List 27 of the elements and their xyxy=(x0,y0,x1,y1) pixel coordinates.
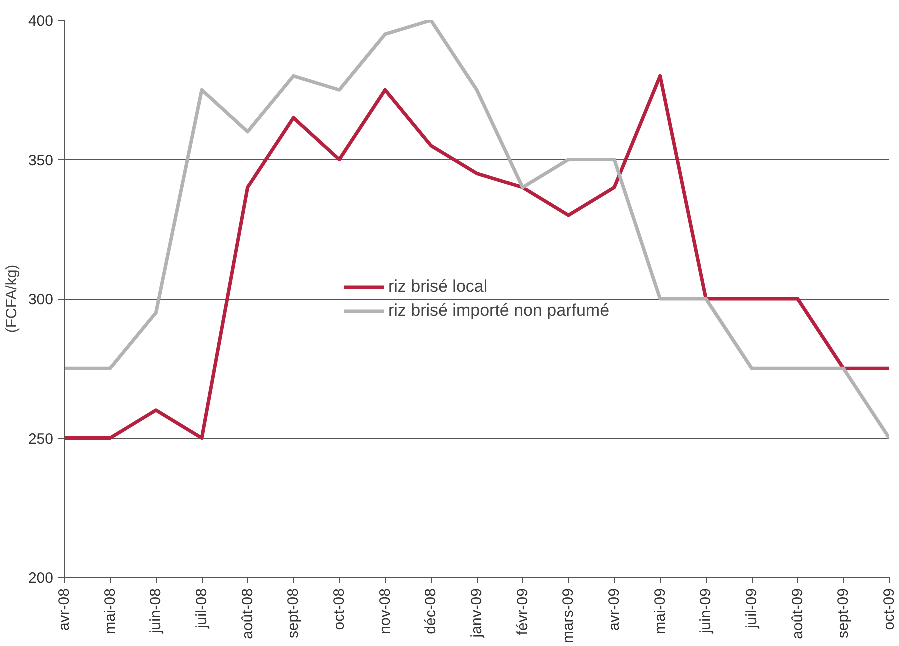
x-tick-label: août-08 xyxy=(239,588,256,640)
x-tick-label: mai-08 xyxy=(102,588,119,634)
x-tick-label: janv-09 xyxy=(468,588,486,639)
x-tick-label: mars-09 xyxy=(560,588,578,644)
x-tick-label: oct-08 xyxy=(331,588,348,630)
x-tick-label: juil-08 xyxy=(194,588,210,630)
x-tick-label: déc-08 xyxy=(422,588,440,634)
y-tick-label: 250 xyxy=(28,430,54,448)
x-tick-label: avr-09 xyxy=(606,588,623,632)
x-tick-label: sept-09 xyxy=(835,588,852,639)
y-tick-label: 350 xyxy=(28,152,54,170)
x-tick-label: juin-09 xyxy=(698,588,715,635)
y-axis-title: (FCFA/kg) xyxy=(3,264,20,334)
y-tick-label: 200 xyxy=(28,570,54,587)
y-tick-label: 400 xyxy=(28,13,54,30)
legend-label: riz brisé local xyxy=(388,276,488,296)
x-tick-label: nov-08 xyxy=(376,588,394,634)
legend-label: riz brisé importé non parfumé xyxy=(388,300,610,320)
x-tick-label: avr-08 xyxy=(56,588,73,632)
x-tick-label: oct-09 xyxy=(881,588,898,630)
x-tick-label: sept-08 xyxy=(285,588,302,639)
x-tick-label: juin-08 xyxy=(148,588,165,635)
y-tick-label: 300 xyxy=(28,292,54,308)
x-tick-label: mai-09 xyxy=(652,588,669,634)
x-tick-label: févr-09 xyxy=(514,588,532,636)
x-tick-label: août-09 xyxy=(789,588,806,640)
x-tick-label: juil-09 xyxy=(744,588,760,630)
